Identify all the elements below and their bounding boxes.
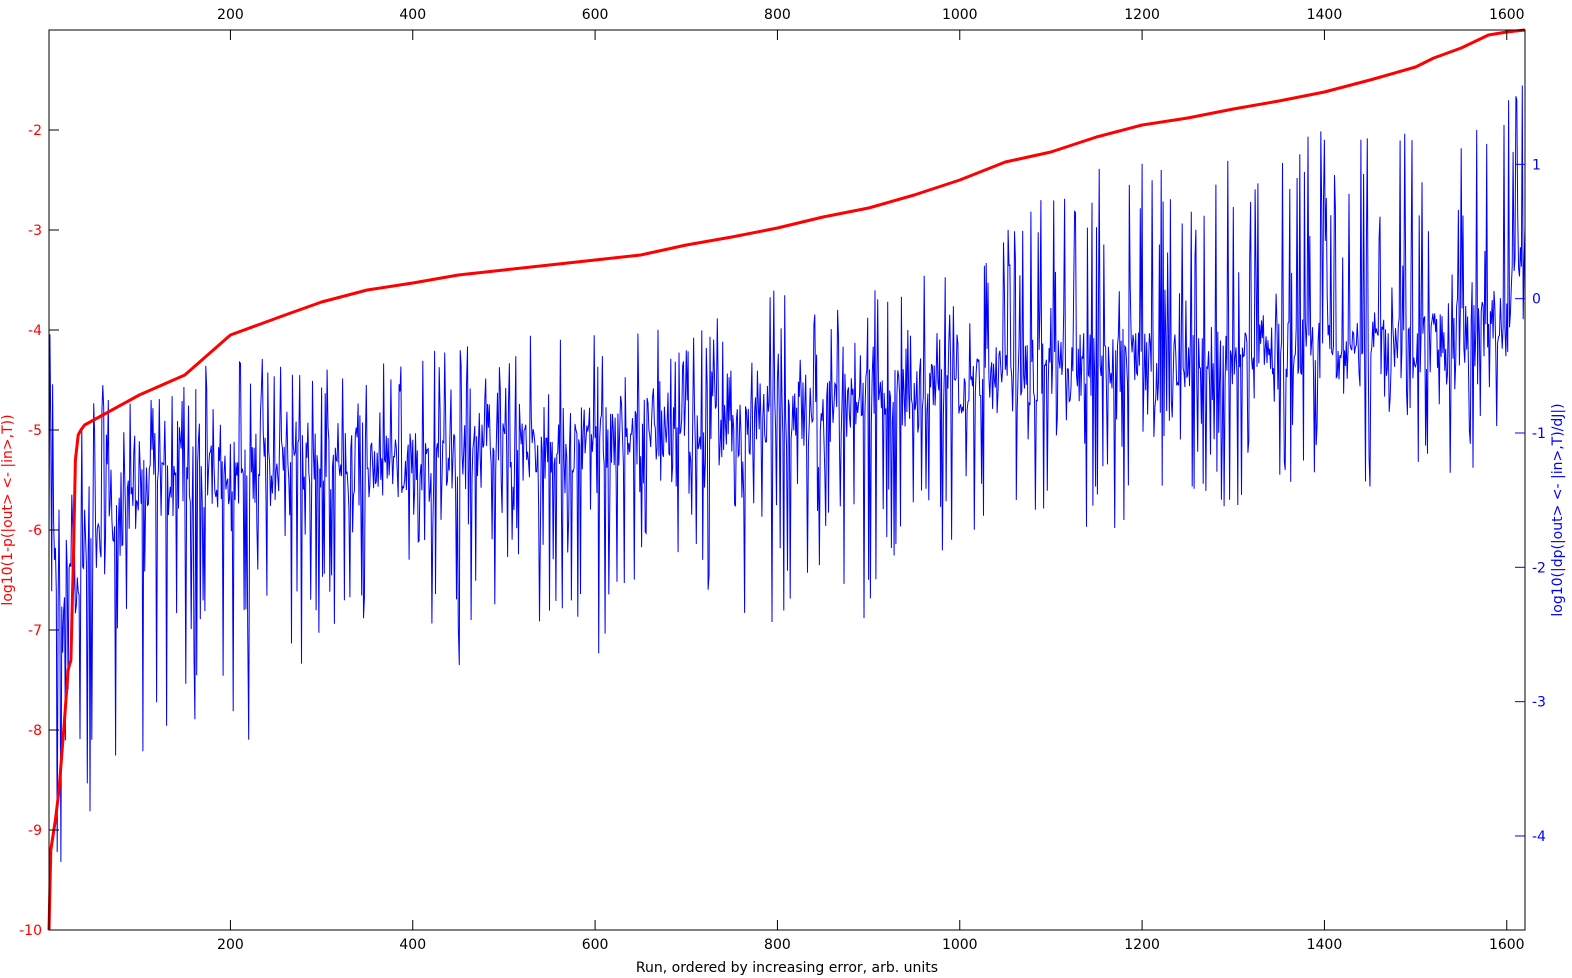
x-tick-label-top: 200 <box>217 7 244 23</box>
x-tick-label-top: 1200 <box>1124 7 1160 23</box>
x-tick-label: 800 <box>764 937 791 953</box>
x-tick-label-top: 800 <box>764 7 791 23</box>
x-tick-label-top: 600 <box>582 7 609 23</box>
right-tick-label: 0 <box>1532 292 1541 308</box>
left-tick-label: -10 <box>19 923 42 939</box>
x-tick-label: 600 <box>582 937 609 953</box>
left-y-axis-label: log10(1-p(|out> <- |in>,T)) <box>0 414 16 605</box>
plot-frame <box>48 29 1526 931</box>
right-tick-label: -1 <box>1532 426 1546 442</box>
left-tick-label: -4 <box>28 323 42 339</box>
x-axis-ticks: 200 200 400 400 600 600 800 800 1000 1000 1200 1200… <box>217 7 1525 953</box>
x-tick-label-top: 1000 <box>942 7 978 23</box>
left-tick-label: -6 <box>28 523 42 539</box>
series-line-error <box>47 28 1526 931</box>
x-tick-label: 1200 <box>1124 937 1160 953</box>
left-tick-label: -9 <box>28 823 42 839</box>
right-y-axis-label: log10(|dp(|out> <- |in>,T)/dJ|) <box>1550 403 1566 616</box>
x-tick-label: 1000 <box>942 937 978 953</box>
left-axis-ticks: -10 -9 -8 -7 -6 -5 -4 -3 -2 <box>19 123 59 939</box>
x-tick-label: 1600 <box>1489 937 1525 953</box>
right-axis-ticks: -4 -3 -2 -1 0 1 <box>1515 157 1546 845</box>
right-tick-label: 1 <box>1532 157 1541 173</box>
x-tick-label: 1400 <box>1307 937 1343 953</box>
left-tick-label: -7 <box>28 623 42 639</box>
left-tick-label: -5 <box>28 423 42 439</box>
left-tick-label: -8 <box>28 723 42 739</box>
x-tick-label-top: 1600 <box>1489 7 1525 23</box>
x-tick-label-top: 1400 <box>1307 7 1343 23</box>
x-tick-label: 400 <box>399 937 426 953</box>
right-tick-label: -2 <box>1532 560 1546 576</box>
x-axis-label: Run, ordered by increasing error, arb. u… <box>636 960 938 976</box>
series-line-derivative <box>48 85 1526 863</box>
x-tick-label-top: 400 <box>399 7 426 23</box>
x-tick-label: 200 <box>217 937 244 953</box>
series-layer <box>47 28 1526 931</box>
right-tick-label: -4 <box>1532 829 1546 845</box>
left-tick-label: -3 <box>28 223 42 239</box>
right-tick-label: -3 <box>1532 695 1546 711</box>
left-tick-label: -2 <box>28 123 42 139</box>
